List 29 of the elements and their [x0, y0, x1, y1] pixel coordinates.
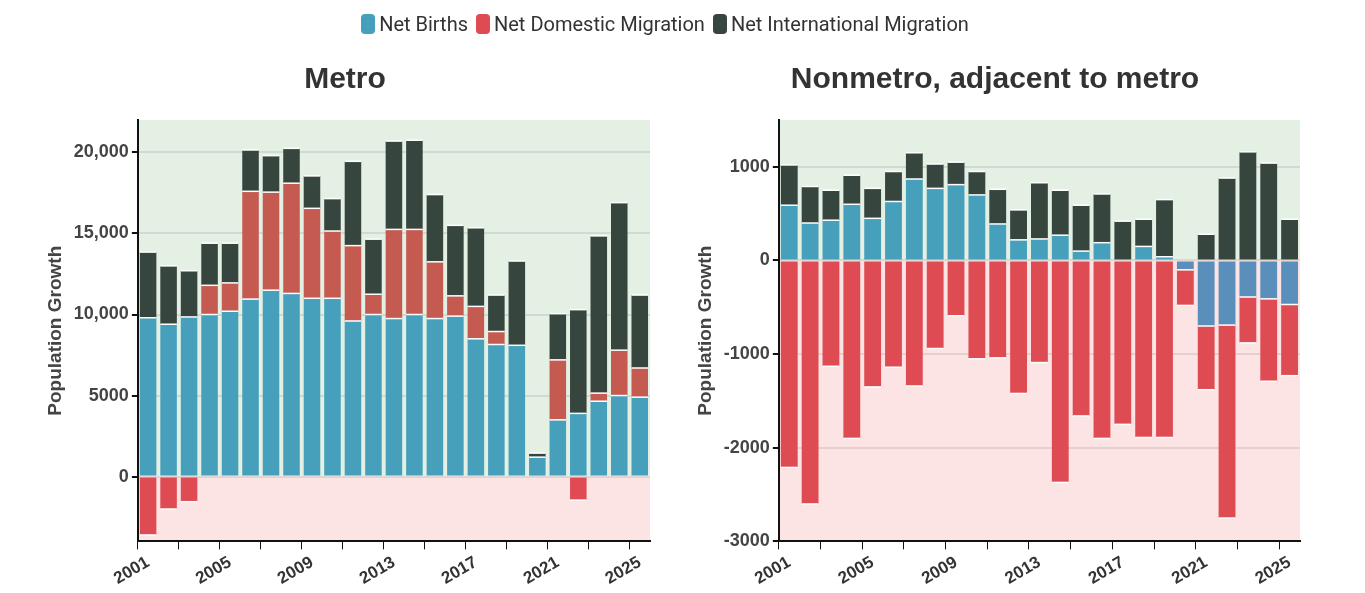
legend-label: Net Births	[378, 12, 468, 36]
x-tick-label: 2025	[601, 552, 645, 588]
y-tick-label: 20,000	[73, 141, 129, 162]
x-tick-label: 2009	[918, 552, 961, 588]
y-tick-label: 1000	[729, 155, 770, 176]
y-tick-label: 10,000	[73, 303, 129, 324]
y-axis-title: Population Growth	[43, 245, 65, 416]
y-tick-label: -2000	[723, 436, 770, 457]
y-tick-label: -1000	[723, 343, 770, 364]
legend-label: Net International Migration	[729, 12, 969, 36]
chart-title: Nonmetro, adjacent to metro	[790, 61, 1200, 95]
x-tick-label: 2021	[519, 552, 563, 588]
y-tick-label: 15,000	[73, 222, 129, 243]
x-tick-label: 2001	[110, 552, 153, 588]
x-tick-label: 2009	[274, 552, 317, 588]
y-tick-label: 0	[759, 249, 770, 270]
chart-title: Metro	[304, 61, 386, 95]
x-tick-label: 2005	[834, 552, 877, 588]
legend-label: Net Domestic Migration	[493, 12, 705, 36]
y-axis-title: Population Growth	[693, 245, 715, 416]
x-tick-label: 2013	[356, 552, 399, 588]
y-tick-label: 5000	[88, 384, 129, 405]
x-tick-label: 2013	[1001, 552, 1044, 588]
x-tick-label: 2021	[1168, 552, 1211, 588]
x-tick-label: 2025	[1251, 552, 1294, 588]
x-tick-label: 2005	[192, 552, 235, 588]
y-tick-label: 0	[118, 465, 129, 486]
y-tick-label: -3000	[723, 530, 770, 551]
x-tick-label: 2001	[751, 552, 794, 588]
